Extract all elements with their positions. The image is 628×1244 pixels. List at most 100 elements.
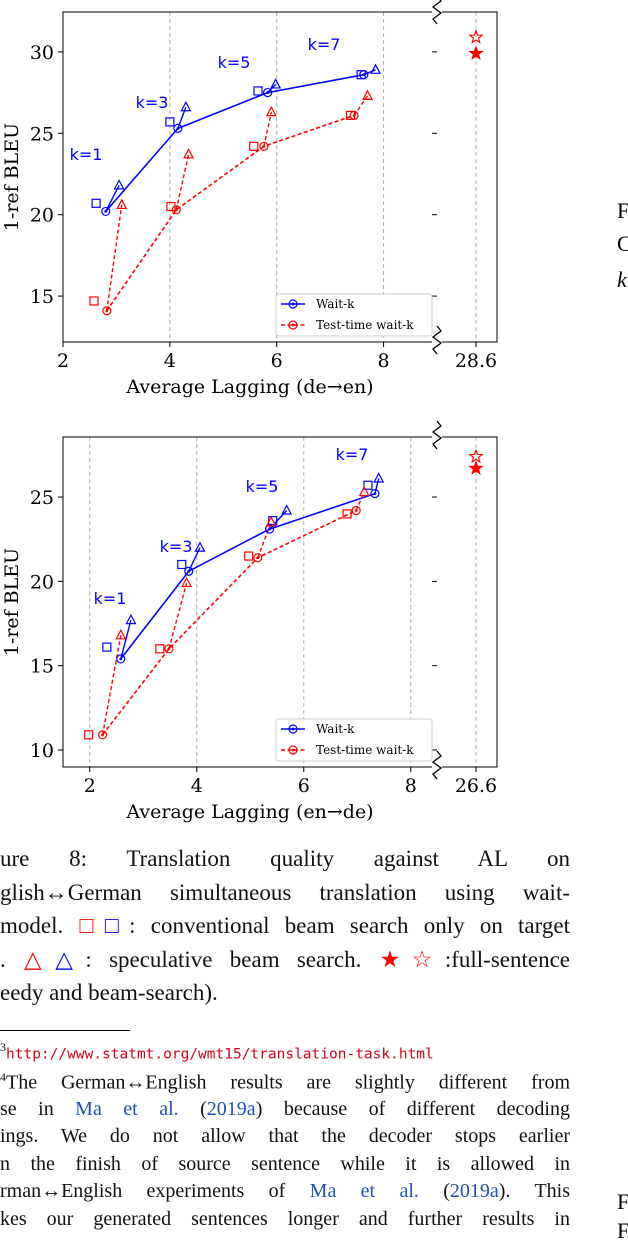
- marker-circle: [101, 206, 111, 217]
- x-tick-label: 6: [271, 350, 283, 372]
- legend-label: Wait-k: [316, 297, 355, 311]
- x-tick-label: 8: [378, 350, 390, 372]
- marker-square: [249, 141, 259, 151]
- marker-square: [363, 480, 373, 490]
- footnote-rule: [0, 1030, 130, 1031]
- break-gap: [432, 421, 442, 453]
- marker-circle: [288, 299, 298, 309]
- marker-ring: [184, 566, 194, 576]
- marker-ring: [259, 141, 269, 151]
- marker-circle: [288, 320, 298, 330]
- footnote-3: 3http://www.statmt.org/wmt15/translation…: [0, 1040, 434, 1065]
- text-line: glish↔German simultaneous translation us…: [0, 880, 570, 906]
- spoke: [168, 582, 188, 649]
- x-tick-label: 6: [298, 775, 310, 797]
- text-span: ure 8: Translation quality against AL on: [0, 846, 570, 871]
- legend-label: Test-time wait-k: [316, 743, 414, 757]
- marker-ring: [102, 306, 112, 316]
- plot-frame: [62, 11, 498, 343]
- side-fragment: F: [617, 1218, 628, 1243]
- marker-square: [342, 509, 352, 519]
- marker-dot: [354, 509, 358, 512]
- marker-circle: [288, 724, 298, 734]
- marker-triangle: [281, 504, 293, 515]
- break-mark: [431, 750, 443, 780]
- text-line: . △△: speculative beam search. ★☆:full-s…: [0, 947, 570, 973]
- marker-circle: [351, 505, 361, 516]
- marker-triangle: [181, 576, 193, 588]
- text-span: ). This: [498, 1180, 570, 1202]
- text-span: : speculative beam search.: [85, 946, 379, 972]
- side-fragment: F: [617, 1189, 628, 1214]
- text-line: ings. We do not allow that the decoder s…: [0, 1125, 570, 1148]
- marker-triangle: [358, 485, 370, 497]
- text-span: n the finish of source sentence while it…: [0, 1152, 570, 1175]
- marker-ring: [97, 730, 108, 740]
- footnote-url[interactable]: http://www.statmt.org/wmt15/translation-…: [6, 1046, 434, 1063]
- marker-square: [165, 117, 175, 127]
- k-label: k=5: [218, 53, 251, 72]
- chart: 2 4 6 8 26.6 10 15 20 25 Average Lagging (en→de) 1…: [1, 420, 498, 823]
- text-line: model. □□: conventional beam search only…: [0, 913, 570, 939]
- marker-dot: [291, 302, 295, 306]
- marker-triangle: [270, 78, 282, 89]
- marker-ring: [101, 206, 111, 217]
- text-span: : conventional beam search only on targe…: [129, 913, 570, 938]
- marker-square: [244, 551, 254, 561]
- x-axis-label: Average Lagging (en→de): [125, 801, 373, 823]
- text-span: ings. We do not allow that the decoder s…: [0, 1125, 570, 1147]
- marker-square: [363, 480, 373, 490]
- spoke: [263, 111, 273, 147]
- spoke: [175, 154, 190, 210]
- marker-star: [468, 45, 484, 61]
- marker-dot: [262, 144, 266, 148]
- marker-square: [102, 642, 112, 652]
- marker-ring: [288, 745, 298, 755]
- marker-triangle: [358, 485, 370, 497]
- marker-circle: [288, 745, 298, 755]
- marker-square: [253, 86, 263, 96]
- marker-square: [91, 198, 101, 208]
- marker-dot: [373, 492, 377, 496]
- break-mark: [431, 420, 443, 450]
- marker-square: [244, 551, 254, 561]
- text-span: eedy and beam-search).: [0, 980, 218, 1005]
- legend-box: [275, 718, 433, 762]
- footnote-mark: 3: [0, 1040, 6, 1054]
- marker-dot: [291, 748, 295, 752]
- marker-square: [342, 509, 352, 519]
- link-text[interactable]: 2019a: [206, 1097, 256, 1120]
- x-tick-label: 4: [191, 775, 203, 797]
- spoke: [120, 619, 132, 660]
- marker-square: [177, 559, 187, 570]
- text-line: n the finish of source sentence while it…: [0, 1153, 570, 1176]
- marker-star-open: [468, 29, 484, 44]
- marker-triangle: [270, 78, 282, 89]
- link-text[interactable]: Ma et al.: [75, 1097, 179, 1120]
- series-line: [105, 73, 364, 212]
- legend-label: Wait-k: [316, 722, 355, 736]
- marker-ring: [253, 553, 263, 563]
- link-text[interactable]: 2019a: [449, 1180, 499, 1202]
- marker-square: [84, 730, 94, 740]
- legend-label: Test-time wait-k: [316, 318, 414, 332]
- marker-triangle: [265, 516, 277, 527]
- marker-star: [468, 460, 484, 475]
- marker-circle: [116, 654, 126, 664]
- marker-triangle: [370, 63, 382, 74]
- x-tick-label: 26.6: [455, 775, 497, 797]
- link-text[interactable]: Ma et al.: [309, 1180, 419, 1202]
- marker-triangle: [115, 629, 127, 640]
- break-mark: [431, 325, 443, 355]
- text-span: rman↔English experiments of: [0, 1180, 310, 1202]
- k-label: k=1: [94, 589, 127, 608]
- marker-dot: [256, 556, 260, 560]
- marker-triangle: [370, 63, 382, 74]
- marker-circle: [253, 553, 263, 563]
- text-line: ure 8: Translation quality against AL on: [0, 846, 570, 872]
- marker-triangle: [362, 89, 374, 100]
- text-span: (: [418, 1180, 450, 1202]
- marker-circle: [102, 306, 112, 316]
- y-tick-label: 15: [30, 286, 54, 308]
